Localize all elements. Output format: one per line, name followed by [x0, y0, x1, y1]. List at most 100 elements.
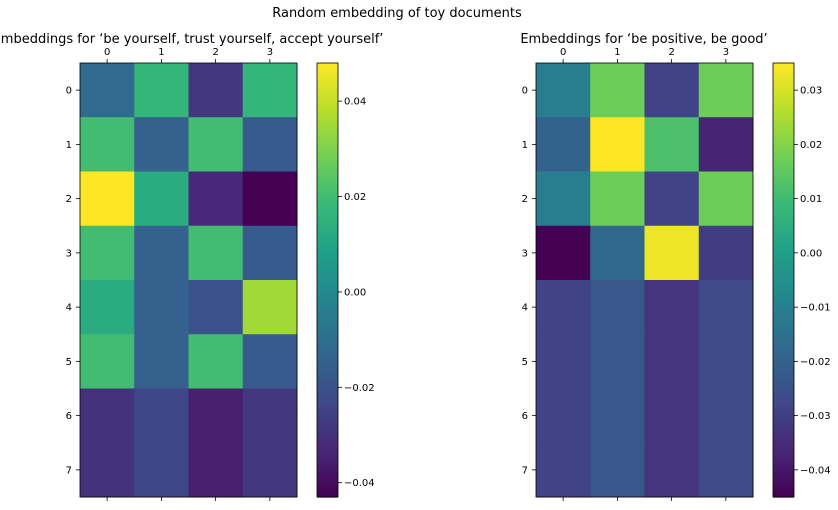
colorbar-segment — [317, 128, 338, 133]
heatmap-cell — [644, 442, 700, 498]
colorbar-segment — [773, 261, 794, 267]
heatmap-cell — [242, 225, 298, 281]
colorbar-segment — [317, 337, 338, 343]
colorbar-segment — [773, 66, 794, 71]
colorbar-segment — [773, 482, 794, 487]
colorbar-segment — [773, 460, 794, 466]
colorbar-segment — [773, 113, 794, 118]
colorbar-segment — [773, 359, 794, 364]
colorbar-segment — [773, 388, 794, 393]
colorbar-segment — [317, 124, 338, 129]
colorbar-segment — [773, 269, 794, 274]
colorbar-segment — [773, 439, 794, 444]
colorbar-segment — [773, 475, 794, 480]
colorbar-segment — [773, 399, 794, 404]
colorbar-segment — [317, 280, 338, 285]
heatmap-cell — [644, 171, 700, 227]
colorbar-segment — [317, 428, 338, 433]
colorbar-segment — [317, 63, 338, 68]
colorbar-segment — [773, 435, 794, 440]
colorbar-segment — [317, 352, 338, 357]
heatmap-cell — [590, 171, 645, 227]
heatmap-cell — [536, 280, 591, 335]
heatmap-cell — [80, 225, 135, 281]
colorbar-segment — [773, 236, 794, 241]
colorbar-segment — [317, 175, 338, 180]
heatmap-cell — [242, 117, 298, 172]
colorbar-segment — [317, 305, 338, 310]
colorbar-segment — [773, 175, 794, 180]
colorbar-segment — [317, 341, 338, 346]
colorbar-segment — [317, 370, 338, 375]
colorbar-segment — [773, 171, 794, 176]
subplot-title: Embeddings for ‘be yourself, trust yours… — [0, 32, 383, 47]
colorbar-segment — [773, 330, 794, 335]
colorbar-segment — [317, 204, 338, 209]
colorbar-segment — [317, 493, 338, 498]
colorbar-segment — [317, 178, 338, 183]
heatmap-cell — [188, 171, 244, 227]
colorbar-segment — [317, 406, 338, 411]
colorbar-segment — [317, 453, 338, 458]
colorbar-segment — [317, 214, 338, 220]
colorbar-segment — [317, 131, 338, 136]
heatmap-cell — [80, 442, 135, 498]
colorbar-segment — [773, 478, 794, 484]
x-tick-label: 3 — [267, 47, 273, 58]
colorbar-segment — [773, 301, 794, 306]
colorbar-segment — [773, 73, 794, 79]
colorbar-segment — [317, 482, 338, 487]
heatmap-cell — [80, 171, 135, 227]
colorbar-segment — [773, 366, 794, 372]
colorbar-segment — [773, 77, 794, 82]
colorbar-segment — [317, 236, 338, 241]
colorbar-segment — [773, 200, 794, 205]
colorbar-segment — [773, 486, 794, 491]
heatmap-cell — [536, 171, 591, 227]
colorbar-segment — [317, 381, 338, 386]
colorbar-segment — [773, 131, 794, 136]
colorbar-segment — [317, 435, 338, 440]
colorbar-segment — [317, 138, 338, 144]
colorbar-segment — [317, 330, 338, 335]
colorbar-segment — [317, 70, 338, 75]
heatmap-cell — [698, 117, 754, 172]
colorbar-segment — [317, 73, 338, 79]
colorbar-tick-label: 0.00 — [344, 287, 366, 298]
colorbar-segment — [773, 182, 794, 187]
colorbar-segment — [773, 308, 794, 314]
colorbar-segment — [773, 254, 794, 259]
colorbar-frame — [772, 62, 795, 498]
y-tick-label: 6 — [66, 411, 72, 422]
y-tick-label: 3 — [66, 248, 72, 259]
colorbar-segment — [317, 66, 338, 71]
colorbar-tick-label: 0.02 — [800, 140, 822, 151]
colorbar-segment — [317, 117, 338, 122]
colorbar-segment — [317, 421, 338, 426]
colorbar-segment — [773, 214, 794, 220]
y-tick-label: 1 — [66, 140, 72, 151]
colorbar-segment — [317, 287, 338, 292]
heatmap-cell — [698, 334, 754, 389]
colorbar-segment — [317, 272, 338, 277]
heatmap-cell — [188, 280, 244, 335]
colorbar-segment — [317, 439, 338, 444]
heatmap-cell — [80, 280, 135, 335]
y-tick-label: 7 — [66, 465, 72, 476]
colorbar-segment — [773, 88, 794, 93]
heatmap-cell — [698, 63, 754, 118]
colorbar-tick-label: −0.04 — [344, 478, 375, 489]
colorbar-segment — [773, 363, 794, 368]
colorbar-tick-label: 0.02 — [344, 192, 366, 203]
x-tick-label: 1 — [158, 47, 164, 58]
colorbar-segment — [773, 160, 794, 165]
colorbar-tick-label: 0.03 — [800, 86, 822, 97]
heatmap-cell — [134, 171, 189, 227]
colorbar-segment — [773, 337, 794, 343]
colorbar-segment — [773, 157, 794, 162]
heatmap-cell — [590, 388, 645, 444]
colorbar-segment — [773, 395, 794, 400]
colorbar-segment — [317, 189, 338, 194]
heatmap-cell — [698, 171, 754, 227]
colorbar-segment — [773, 106, 794, 111]
